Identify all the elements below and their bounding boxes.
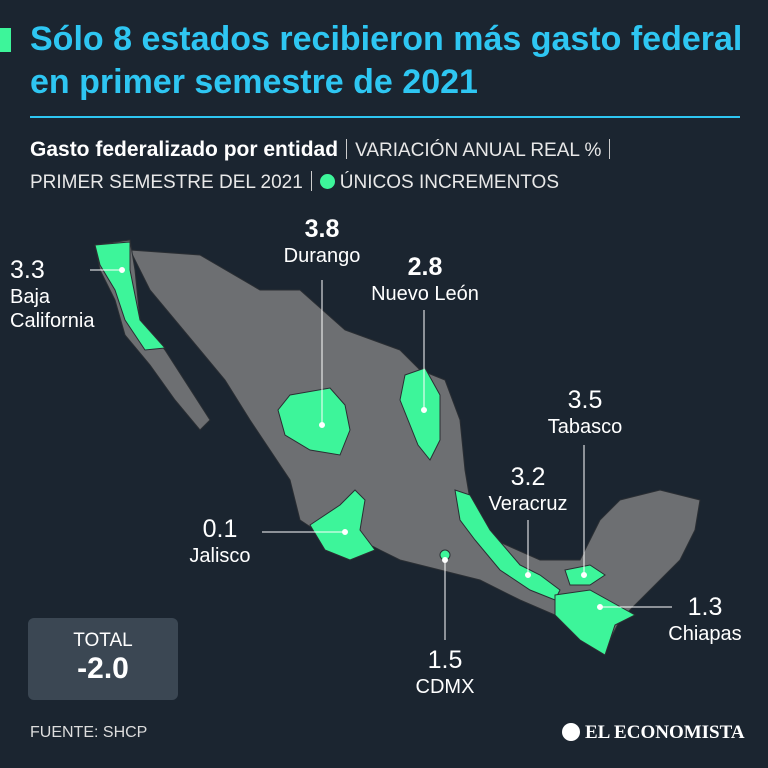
title-rule: [30, 116, 740, 118]
total-value: -2.0: [77, 652, 129, 685]
leader-dot: [319, 422, 325, 428]
mainland: [129, 249, 701, 651]
state-value: 2.8: [407, 253, 443, 281]
total-label: TOTAL: [73, 630, 133, 651]
state-value: 3.5: [567, 386, 603, 414]
state-shape: [554, 589, 637, 656]
state-value: 3.8: [304, 215, 340, 243]
subtitle-line: Gasto federalizado por entidad VARIACIÓN …: [30, 138, 618, 162]
state-shape: [94, 241, 167, 351]
leader-dot: [581, 572, 587, 578]
brand-logo: [562, 723, 580, 741]
leader-dot: [119, 267, 125, 273]
state-label: 1.5 CDMX: [395, 645, 495, 699]
separator: [346, 139, 348, 159]
state-label: 3.3 Baja California: [10, 255, 100, 333]
state-name: Veracruz: [488, 493, 568, 515]
subtitle-line: PRIMER SEMESTRE DEL 2021 ÚNICOS INCREMENT…: [30, 171, 559, 194]
state-label: 0.1 Jalisco: [180, 514, 260, 568]
state-value: 1.3: [687, 593, 723, 621]
legend-label: ÚNICOS INCREMENTOS: [339, 172, 560, 193]
state-value: 1.5: [427, 646, 463, 674]
state-name: Nuevo León: [371, 283, 479, 305]
leader-dot: [442, 557, 448, 563]
leader-dot: [597, 604, 603, 610]
state-shape: [399, 367, 441, 461]
leaders: [90, 267, 672, 640]
subtitle-label: Gasto federalizado por entidad: [30, 138, 339, 161]
source: FUENTE: SHCP: [30, 724, 148, 741]
state-name: CDMX: [415, 676, 475, 698]
leader-dot: [525, 572, 531, 578]
state-shape: [309, 489, 376, 561]
state-name: Baja California: [10, 286, 95, 332]
legend-dot: [319, 174, 335, 189]
brand: EL ECONOMISTA: [585, 722, 745, 743]
title-marker: [0, 28, 11, 52]
state-label: 3.5 Tabasco: [535, 385, 635, 439]
state-value: 3.3: [10, 256, 45, 284]
state-value: 0.1: [202, 515, 238, 543]
state-shape: [277, 387, 351, 456]
title: Sólo 8 estados recibieron más gasto fede…: [30, 20, 743, 101]
separator: [310, 171, 312, 191]
subtitle-period: PRIMER SEMESTRE DEL 2021: [30, 172, 303, 193]
leader-dot: [421, 407, 427, 413]
state-name: Chiapas: [668, 623, 742, 645]
subtitle-measure: VARIACIÓN ANUAL REAL %: [355, 140, 602, 161]
total-box: TOTAL -2.0: [28, 618, 178, 700]
state-name: Tabasco: [547, 416, 623, 438]
highlighted-states: [94, 241, 637, 656]
separator: [609, 139, 611, 159]
state-label: 3.8 Durango: [272, 214, 372, 268]
leader-dot: [342, 529, 348, 535]
state-value: 3.2: [510, 463, 546, 491]
state-label: 3.2 Veracruz: [478, 462, 578, 516]
state-label: 1.3 Chiapas: [655, 592, 755, 646]
state-name: Jalisco: [189, 545, 251, 567]
state-label: 2.8 Nuevo León: [360, 252, 490, 306]
state-name: Durango: [283, 245, 361, 267]
